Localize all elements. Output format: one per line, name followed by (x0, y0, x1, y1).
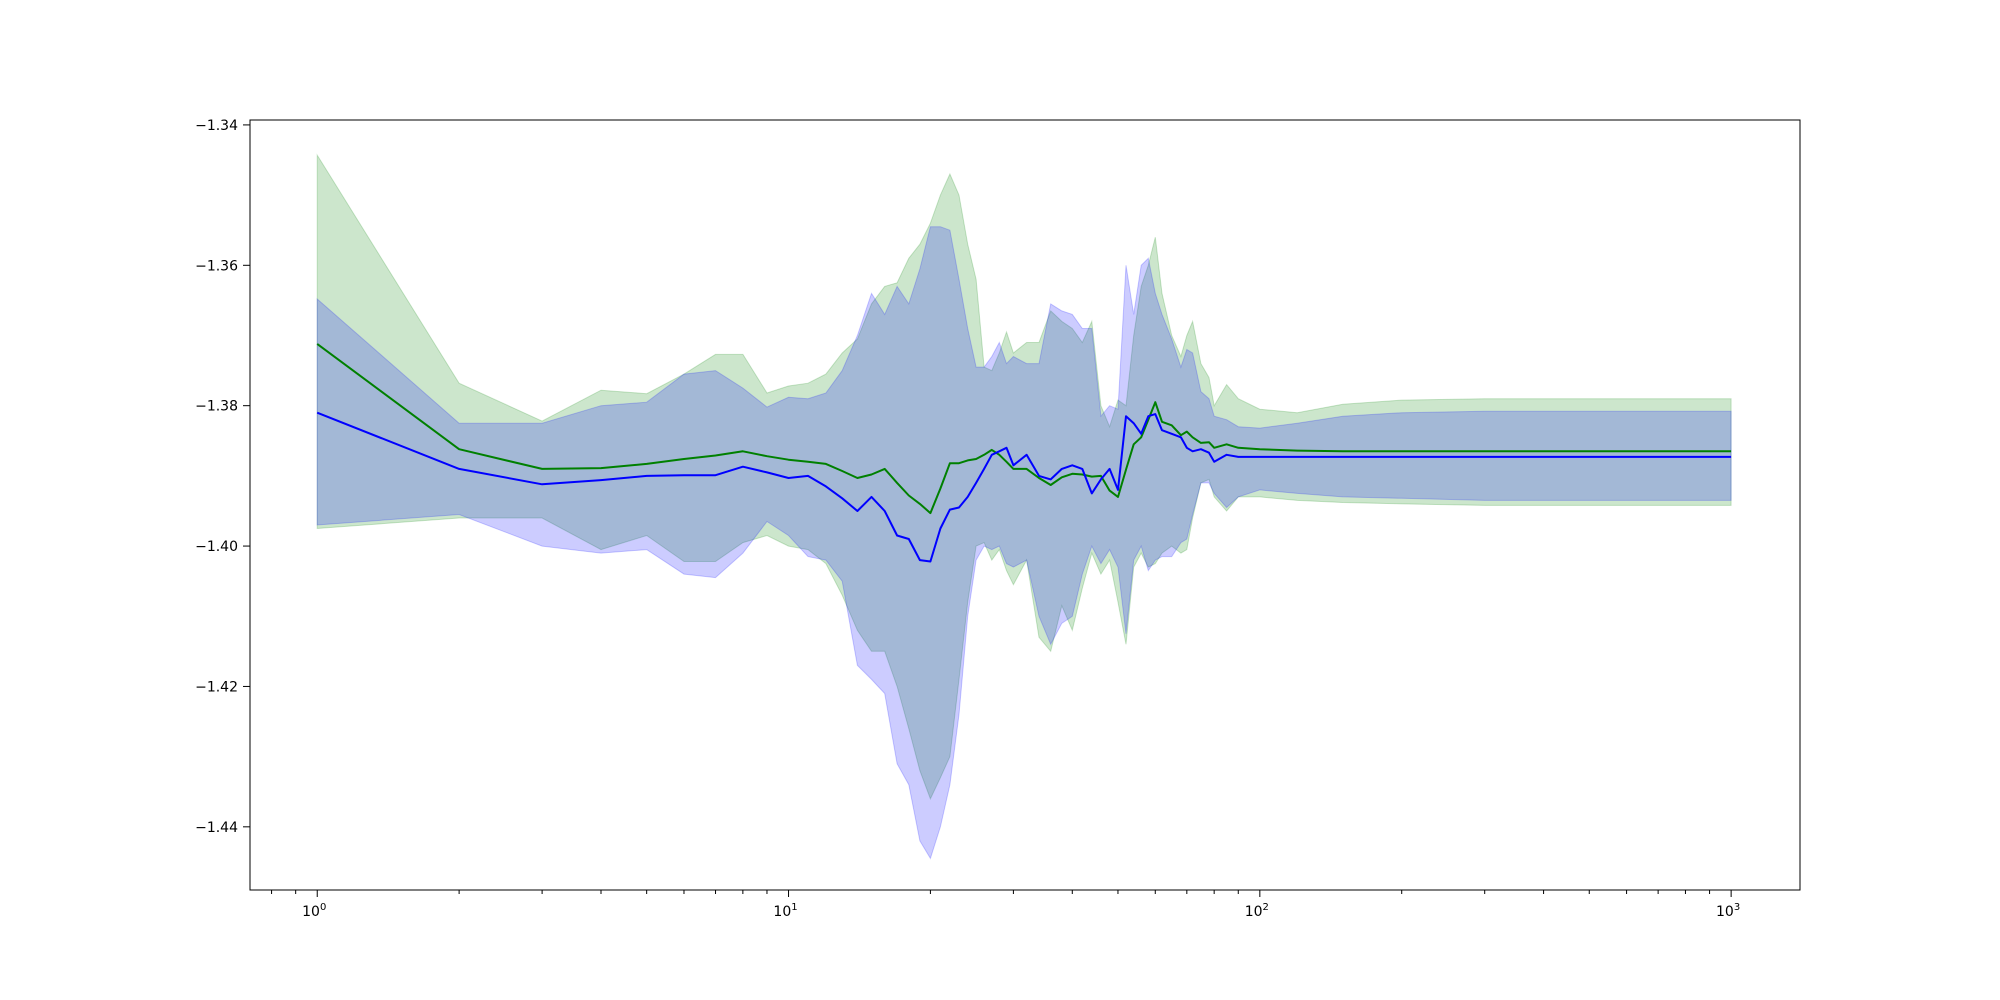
y-axis: −1.34 −1.36 −1.38 −1.40 −1.42 −1.44 (195, 118, 250, 836)
y-tick-label: −1.44 (195, 820, 238, 836)
y-tick-label: −1.36 (195, 258, 238, 274)
x-tick-label: 102 (1245, 902, 1269, 920)
plot-area (316, 153, 1732, 860)
y-tick-label: −1.42 (195, 679, 238, 695)
series-1-line (316, 343, 1732, 515)
y-tick-label: −1.40 (195, 539, 238, 555)
y-tick-label: −1.34 (195, 118, 238, 134)
x-tick-label: 103 (1716, 902, 1740, 920)
series-2-confidence-band (316, 226, 1732, 860)
x-axis: 100 101 102 103 (271, 890, 1740, 920)
x-tick-label: 100 (302, 902, 326, 920)
axes-frame (249, 119, 1801, 891)
series-1-confidence-band (316, 153, 1732, 801)
y-tick-label: −1.38 (195, 399, 238, 415)
series-2-line (316, 411, 1732, 563)
x-tick-label: 101 (773, 902, 797, 920)
